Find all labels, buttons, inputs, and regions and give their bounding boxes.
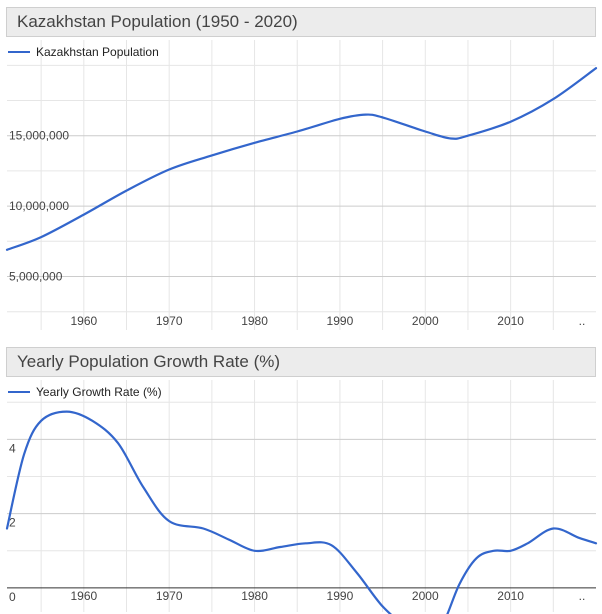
population-xtick-label: 1970 xyxy=(156,314,183,328)
population-series-line-0[interactable] xyxy=(5,67,598,251)
population-xtick-label: 1990 xyxy=(327,314,354,328)
population-legend-label[interactable]: Kazakhstan Population xyxy=(36,45,159,59)
growth-chart-title-bar: Yearly Population Growth Rate (%) xyxy=(6,347,596,377)
growth-ytick-label: 4 xyxy=(9,441,16,455)
growth-legend-label[interactable]: Yearly Growth Rate (%) xyxy=(36,385,162,399)
population-xtick-label: 2000 xyxy=(412,314,439,328)
population-xtick-label: 2010 xyxy=(497,314,524,328)
growth-xtick-label: 1990 xyxy=(327,589,354,603)
population-chart-title: Kazakhstan Population (1950 - 2020) xyxy=(17,12,298,31)
population-ytick-label: 10,000,000 xyxy=(9,199,69,213)
population-xtick-more: .. xyxy=(579,314,586,328)
growth-chart: 0 2 4 1960 1970 1980 1990 2000 2010 .. Yearly Grow… xyxy=(5,380,598,614)
growth-chart-panel: Yearly Population Growth Rate (%) 0 2 4 196… xyxy=(0,340,602,614)
population-xtick-label: 1980 xyxy=(241,314,268,328)
growth-xtick-label: 1960 xyxy=(70,589,97,603)
growth-xtick-label: 1970 xyxy=(156,589,183,603)
population-xtick-label: 1960 xyxy=(70,314,97,328)
population-chart: 5,000,000 10,000,000 15,000,000 1960 1970 198… xyxy=(5,40,598,330)
population-chart-panel: Kazakhstan Population (1950 - 2020) 5,00… xyxy=(5,7,598,330)
growth-ytick-label: 0 xyxy=(9,590,16,604)
growth-ytick-label: 2 xyxy=(9,516,16,530)
population-ytick-label: 5,000,000 xyxy=(9,270,63,284)
growth-series-line-0[interactable] xyxy=(5,410,598,614)
growth-xtick-label: 2000 xyxy=(412,589,439,603)
growth-xtick-label: 1980 xyxy=(241,589,268,603)
growth-chart-title: Yearly Population Growth Rate (%) xyxy=(17,352,281,371)
population-chart-title-bar: Kazakhstan Population (1950 - 2020) xyxy=(6,7,596,37)
growth-xtick-label: 2010 xyxy=(497,589,524,603)
growth-xtick-more: .. xyxy=(579,589,586,603)
population-ytick-label: 15,000,000 xyxy=(9,129,69,143)
